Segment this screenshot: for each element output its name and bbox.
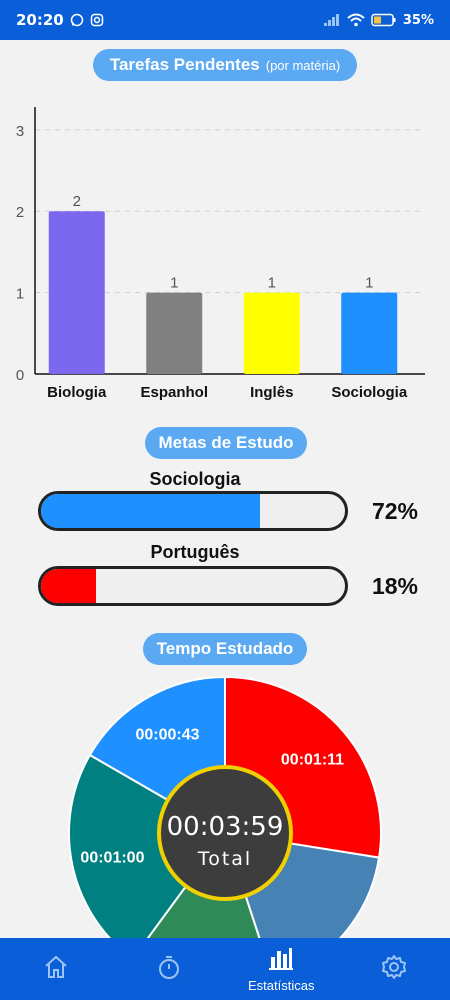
goal-label-sociologia: Sociologia — [149, 469, 241, 489]
pie-slice-label: 00:01:00 — [80, 850, 144, 867]
nav-home[interactable] — [0, 938, 113, 1000]
instagram-icon — [90, 13, 104, 27]
y-tick-label: 1 — [16, 286, 24, 303]
goal-percent-portugues: 18% — [371, 573, 419, 599]
tarefas-title: Tarefas Pendentes — [109, 55, 260, 74]
pie-slice-label: 00:01:11 — [281, 751, 344, 768]
pie-slice-label: 00:00:43 — [135, 726, 199, 743]
x-category-label: Sociologia — [331, 384, 408, 401]
bar-data-label: 1 — [170, 275, 178, 292]
nav-label-estatisticas: Estatísticas — [248, 978, 315, 993]
goal-progress-fill — [41, 569, 96, 603]
gear-icon — [380, 953, 408, 986]
battery-icon — [371, 13, 397, 27]
goal-label-portugues: Português — [150, 542, 240, 562]
wifi-icon — [347, 13, 365, 27]
status-time: 20:20 — [16, 11, 64, 29]
goal-progress-fill — [41, 494, 260, 528]
tempo-pie-chart: 00:01:11 00:01:00 00:00:43 00:03:59 Total — [0, 670, 450, 940]
nav-settings[interactable] — [338, 938, 450, 1000]
timer-icon — [155, 953, 183, 986]
bar-data-label: 2 — [73, 193, 81, 210]
total-time-label: Total — [197, 848, 252, 870]
bar-data-label: 1 — [365, 275, 373, 292]
metas-title: Metas de Estudo — [158, 433, 294, 452]
bar-biologia[interactable] — [48, 211, 105, 374]
total-time-value: 00:03:59 — [167, 812, 284, 842]
goal-progress-bar-sociologia — [38, 491, 348, 531]
bottom-navigation: Estatísticas — [0, 938, 450, 1000]
bar-chart-icon — [267, 945, 295, 976]
tarefas-title-pill: Tarefas Pendentes (por matéria) — [93, 49, 357, 81]
bar-sociologia[interactable] — [341, 292, 398, 374]
goal-percent-sociologia: 72% — [371, 498, 419, 524]
metas-title-pill: Metas de Estudo — [145, 427, 307, 459]
y-tick-label: 0 — [16, 367, 24, 384]
pie-chart-svg: 00:01:11 00:01:00 00:00:43 00:03:59 Total — [68, 675, 382, 940]
pie-slice[interactable] — [68, 753, 227, 940]
y-tick-label: 2 — [16, 204, 24, 221]
goal-progress-bar-portugues — [38, 566, 348, 606]
x-category-label: Inglês — [250, 384, 293, 401]
tarefas-subtitle: (por matéria) — [265, 57, 341, 73]
bar-espanhol[interactable] — [146, 292, 203, 374]
tarefas-bar-chart: 0 1 2 3 2 Biologia 1 Espanhol 1 Inglês 1 Sociologia — [0, 90, 450, 410]
bar-data-label: 1 — [268, 275, 276, 292]
battery-percent: 35% — [402, 12, 434, 28]
home-icon — [42, 953, 70, 986]
status-bar: 20:20 35% — [0, 0, 450, 40]
bar-chart-svg: 0 1 2 3 2 Biologia 1 Espanhol 1 Inglês 1 Sociologia — [16, 107, 425, 401]
y-tick-label: 3 — [16, 123, 24, 140]
bar-inglês[interactable] — [243, 292, 300, 374]
nav-timer[interactable] — [113, 938, 226, 1000]
whatsapp-icon — [70, 13, 84, 27]
x-category-label: Biologia — [47, 384, 107, 401]
signal-icon — [323, 13, 341, 27]
x-category-label: Espanhol — [140, 384, 208, 401]
nav-estatisticas[interactable]: Estatísticas — [225, 938, 338, 1000]
tempo-title-pill: Tempo Estudado — [143, 633, 307, 665]
pie-center-circle — [157, 765, 293, 901]
tempo-title: Tempo Estudado — [156, 639, 294, 658]
